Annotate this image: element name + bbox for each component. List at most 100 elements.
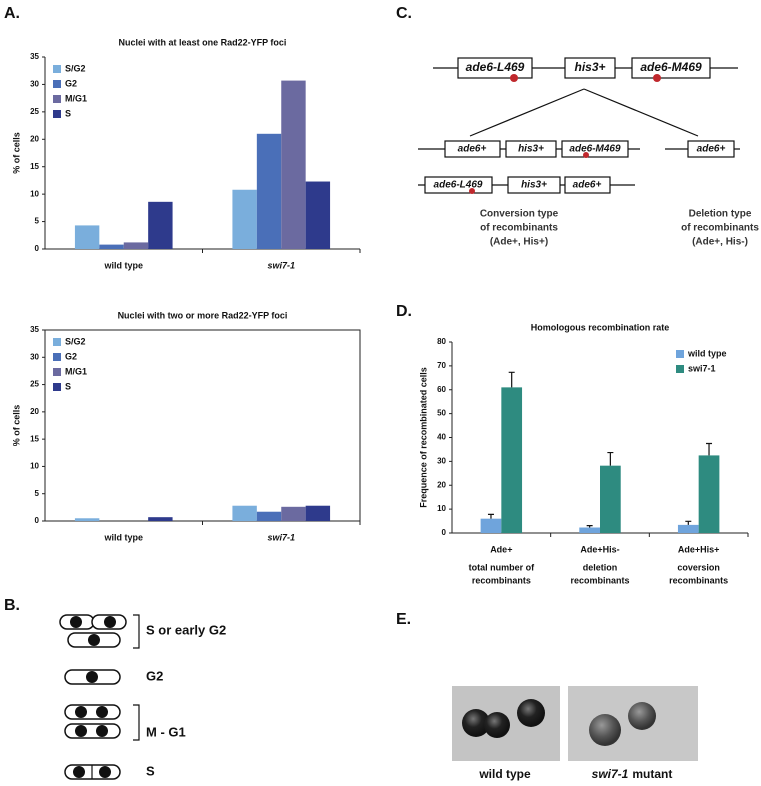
bar [232, 189, 257, 249]
gene-box [444, 140, 501, 158]
error-bar [685, 520, 692, 525]
chart-title: Nuclei with at least one Rad22-YFP foci [119, 37, 287, 47]
bar [677, 524, 699, 533]
nucleus [104, 616, 116, 628]
nucleus [86, 671, 98, 683]
y-tick-label: 10 [30, 189, 39, 198]
gene-box [457, 57, 533, 79]
y-tick-label: 5 [35, 489, 40, 498]
legend-label: S/G2 [65, 63, 86, 73]
legend-label: S [65, 108, 71, 118]
panel-label: E. [396, 611, 411, 628]
y-tick-label: 10 [437, 504, 446, 513]
gene-label: ade6-M469 [569, 144, 621, 155]
y-tick-label: 5 [35, 217, 40, 226]
gene-label: his3+ [521, 180, 547, 191]
plot-frame [44, 329, 361, 522]
x-tick-label: swi7-1 [267, 260, 295, 270]
caption: (Ade+, His+) [490, 237, 548, 248]
branch [583, 88, 699, 137]
bar [305, 181, 331, 249]
x-tick-label: wild type [103, 532, 143, 542]
bracket [133, 614, 140, 649]
gene-box [505, 140, 557, 158]
panel-label: A. [4, 5, 20, 22]
y-tick-label: 35 [30, 52, 39, 61]
legend-swatch [53, 95, 61, 103]
gene-box [564, 57, 616, 79]
category-description: recombinants [472, 575, 531, 585]
x-tick-label: Ade+His- [580, 544, 619, 554]
y-axis-label: Frequence of recombinated cells [418, 367, 428, 508]
category-description: coversion [677, 562, 720, 572]
legend-label: S [65, 381, 71, 391]
category-description: deletion [583, 562, 618, 572]
caption: Conversion type [480, 209, 559, 220]
y-tick-label: 0 [35, 244, 40, 253]
bar [501, 387, 523, 533]
y-tick-label: 50 [437, 409, 446, 418]
caption: Deletion type [689, 209, 752, 220]
nucleus [96, 706, 108, 718]
y-tick-label: 25 [30, 380, 39, 389]
y-tick-label: 30 [437, 456, 446, 465]
x-tick-label: swi7-1 [267, 532, 295, 542]
legend-label: G2 [65, 351, 77, 361]
legend-swatch [53, 368, 61, 376]
y-axis-label: % of cells [11, 405, 21, 447]
chart-title: Homologous recombination rate [531, 322, 670, 332]
photo-label: swi7-1 mutant [592, 767, 673, 781]
y-tick-label: 70 [437, 361, 446, 370]
mutation [469, 188, 475, 194]
y-tick-label: 60 [437, 385, 446, 394]
cell [64, 723, 121, 739]
gene-label: his3+ [574, 60, 605, 74]
colony-photos: wild type swi7-1 mutant [452, 686, 698, 781]
caption: of recombinants [681, 223, 759, 234]
bar [99, 244, 124, 249]
gene-label: ade6-L469 [466, 60, 525, 74]
gene-label: ade6-L469 [434, 180, 483, 191]
legend-swatch [53, 65, 61, 73]
bar [256, 511, 282, 521]
gene-label: ade6-M469 [640, 60, 702, 74]
error-bar [487, 513, 494, 519]
bar [232, 505, 257, 521]
gene-label: ade6+ [458, 144, 487, 155]
bar [148, 201, 173, 249]
gene-label: ade6+ [573, 180, 602, 191]
bar [123, 242, 149, 249]
nucleus [73, 766, 85, 778]
cell [64, 704, 121, 720]
error-bar [706, 442, 713, 456]
y-tick-label: 30 [30, 352, 39, 361]
x-tick-label: Ade+ [490, 544, 512, 554]
legend-swatch [53, 80, 61, 88]
branch [469, 88, 585, 137]
legend-swatch [53, 383, 61, 391]
bracket [133, 704, 140, 741]
error-bar [586, 524, 593, 528]
recombination-diagram: ade6-L469 his3+ ade6-M469 ade6+ his3+ ad… [418, 57, 759, 248]
error-bar [508, 371, 515, 388]
gene-box [564, 176, 611, 194]
gene-box [687, 140, 735, 158]
y-tick-label: 25 [30, 107, 39, 116]
bar [579, 527, 600, 533]
legend-swatch [676, 350, 684, 358]
panel-label: D. [396, 303, 412, 320]
y-tick-label: 0 [35, 516, 40, 525]
bar [256, 133, 282, 249]
x-tick-label: wild type [103, 260, 143, 270]
legend-label: swi7-1 [688, 363, 716, 373]
gene-label: ade6+ [697, 144, 726, 155]
bar [281, 80, 306, 250]
bar [74, 518, 100, 521]
photo-label-italic: swi7-1 [592, 767, 629, 781]
legend-label: M/G1 [65, 93, 87, 103]
y-tick-label: 30 [30, 80, 39, 89]
panel-label: B. [4, 597, 20, 614]
stage-label: S [146, 763, 155, 778]
mutation [653, 74, 661, 82]
bar [305, 505, 331, 521]
